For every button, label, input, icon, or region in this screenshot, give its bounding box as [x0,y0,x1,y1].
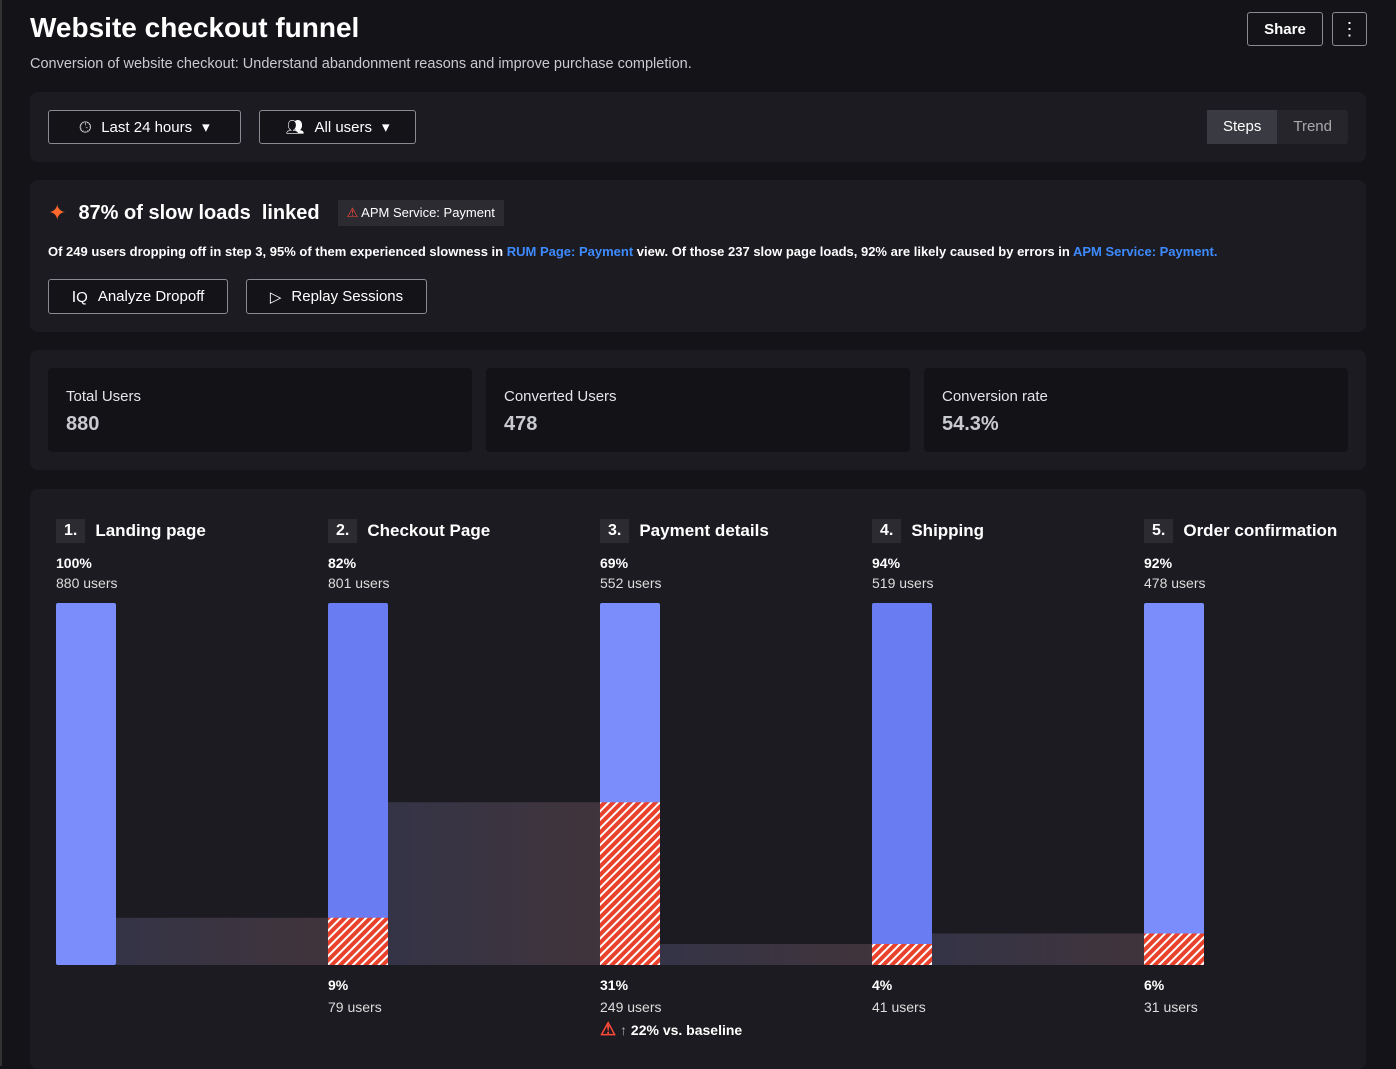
dropoff-bar [328,917,388,965]
stats-panel: Total Users 880 Converted Users 478 Conver… [30,350,1366,470]
dropoff-flow [388,802,600,965]
step-name: Payment details [639,521,769,540]
dropoff-label: 9% 79 users [328,977,382,1015]
stat-conversion-rate: Conversion rate 54.3% [924,368,1348,452]
dropoff-bar [600,802,660,965]
step-name: Order confirmation [1183,521,1338,540]
view-toggle: Steps Trend [1207,110,1348,144]
step-percent: 69% [600,555,629,571]
funnel-step[interactable]: 3. Payment details 69% 552 users [600,519,860,591]
dropoff-bar [872,944,932,965]
page-subtitle: Conversion of website checkout: Understa… [30,56,692,72]
caret-down-icon: ▾ [382,119,390,136]
baseline-alert: 22% vs. baseline [630,1022,743,1038]
dropoff-flow [932,933,1144,965]
step-number: 3. [600,519,630,543]
step-users: 801 users [328,575,390,591]
step-bar [328,603,388,965]
more-options-button[interactable]: ⋮ [1332,12,1367,46]
arrow-up-icon: ↑ [620,1022,628,1038]
step-percent: 92% [1144,555,1173,571]
tab-trend[interactable]: Trend [1293,118,1332,135]
sparkle-icon: ✦ [48,200,67,225]
page-title: Website checkout funnel [30,12,360,43]
step-users: 552 users [600,575,662,591]
step-users: 880 users [56,575,118,591]
step-bar [1144,603,1204,965]
tab-steps[interactable]: Steps [1207,110,1278,144]
users-icon: 👥︎ [285,119,305,136]
play-icon: ▷ [269,288,282,306]
dropoff-percent: 6% [1144,977,1165,993]
step-bar [56,603,116,965]
dropoff-bar [1144,933,1204,965]
funnel-step[interactable]: 5. Order confirmation 92% 478 users [1144,519,1396,591]
dropoff-label: 4% 41 users [872,977,926,1015]
dropoff-users: 249 users [600,999,662,1015]
step-percent: 94% [872,555,901,571]
filter-bar: 🕓︎ Last 24 hours ▾ 👥︎ All users ▾ Steps Tren… [30,92,1366,162]
warning-icon: ⚠ [600,1019,617,1039]
apm-service-link[interactable]: APM Service: Payment. [1072,244,1218,259]
kebab-icon: ⋮ [1340,18,1359,39]
funnel-chart: 1. Landing page 100% 880 users 2. Checkout Pa… [30,489,1366,1069]
dropoff-users: 79 users [328,999,382,1015]
rum-page-link[interactable]: RUM Page: Payment [506,244,634,259]
analyze-dropoff-button[interactable]: ⅠQ Analyze Dropoff [48,279,228,314]
step-percent: 100% [56,555,92,571]
dropoff-percent: 31% [600,977,629,993]
dropoff-users: 31 users [1144,999,1198,1015]
step-number: 4. [872,519,902,543]
step-users: 519 users [872,575,934,591]
dropoff-flow [116,917,328,965]
dropoff-label: 31% 249 users ⚠ ↑ 22% vs. baseline [600,977,742,1040]
dropoff-label: 6% 31 users [1144,977,1198,1015]
replay-sessions-button[interactable]: ▷ Replay Sessions [246,279,427,314]
share-button[interactable]: Share [1247,12,1323,46]
step-number: 2. [328,519,358,543]
step-number: 1. [56,519,86,543]
dropoff-percent: 9% [328,977,349,993]
insight-title: 87% of slow loads linked [78,201,320,224]
step-name: Checkout Page [367,521,491,540]
caret-down-icon: ▾ [202,119,210,136]
step-name: Landing page [95,521,206,540]
funnel-svg [56,603,1204,965]
dropoff-users: 41 users [872,999,926,1015]
funnel-step[interactable]: 1. Landing page 100% 880 users [56,519,316,591]
stat-converted-users: Converted Users 478 [486,368,910,452]
step-percent: 82% [328,555,357,571]
stat-total-users: Total Users 880 [48,368,472,452]
step-users: 478 users [1144,575,1206,591]
insight-text: Of 249 users dropping off in step 3, 95%… [48,244,1218,259]
funnel-step[interactable]: 2. Checkout Page 82% 801 users [328,519,588,591]
step-bar [872,603,932,965]
analyze-icon: ⅠQ [71,288,88,306]
warning-icon: ⚠ [346,205,359,220]
insight-panel: ✦ 87% of slow loads linked ⚠ APM Service… [30,180,1366,332]
funnel-step[interactable]: 4. Shipping 94% 519 users [872,519,1132,591]
step-number: 5. [1144,519,1174,543]
apm-service-badge[interactable]: ⚠ APM Service: Payment [337,200,504,226]
clock-icon: 🕓︎ [79,118,92,136]
step-name: Shipping [911,521,985,540]
time-range-dropdown[interactable]: 🕓︎ Last 24 hours ▾ [48,110,241,144]
users-dropdown[interactable]: 👥︎ All users ▾ [259,110,416,144]
dropoff-percent: 4% [872,977,893,993]
dropoff-flow [660,944,872,965]
